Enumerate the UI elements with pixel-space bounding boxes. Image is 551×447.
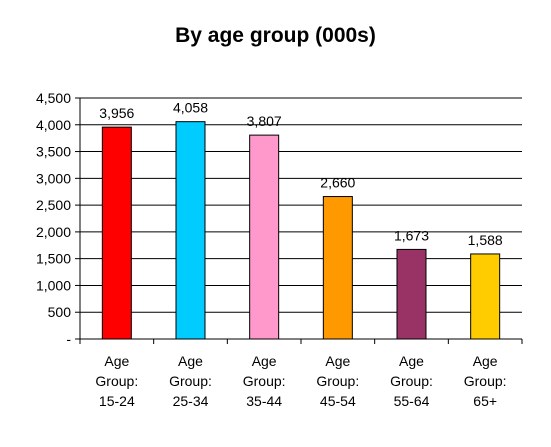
bar [322, 196, 353, 340]
x-tick-label-line: Group: [169, 373, 212, 389]
x-tick-label: Age Group: 45-54 [302, 351, 374, 411]
x-tick-label-line: Group: [242, 373, 286, 389]
data-labels: 3,956 4,058 3,807 2,660 1,673 1,588 [99, 100, 503, 248]
bar [101, 126, 132, 340]
x-tick-label: Age Group: 65+ [449, 351, 521, 411]
x-tick-label-line: 35-44 [246, 393, 283, 409]
x-tick-label-line: 15-24 [98, 393, 135, 409]
y-tick-label: 500 [48, 304, 72, 320]
x-tick-label-line: Group: [316, 373, 360, 389]
data-label: 1,673 [394, 227, 429, 243]
data-label: 2,660 [320, 175, 355, 191]
y-tick-label: 3,000 [36, 170, 71, 186]
bar [396, 248, 427, 340]
x-tick-label-line: 45-54 [319, 393, 356, 409]
y-tick-label: 1,000 [36, 277, 71, 293]
bar [470, 253, 501, 340]
data-label: 1,588 [468, 232, 503, 248]
y-tick-label: 4,500 [36, 90, 71, 106]
x-tick-label-line: Age [251, 353, 277, 369]
y-tick-label: 3,500 [36, 144, 71, 160]
x-tick-label-line: Age [178, 353, 203, 369]
y-tick-label: 1,500 [36, 251, 71, 267]
y-axis-ticks: - 500 1,000 1,500 2,000 2,500 3,000 3,500 4,000 4… [36, 90, 80, 347]
x-tick-label-line: 55-64 [393, 393, 430, 409]
x-tick-label-line: Age [399, 353, 424, 369]
x-tick-label-line: Age [325, 353, 351, 369]
data-label: 3,956 [99, 105, 134, 121]
x-tick-label-line: Group: [390, 373, 433, 389]
x-tick-label-line: Age [472, 353, 498, 369]
x-tick-label: Age Group: 35-44 [228, 351, 300, 411]
x-tick-label-line: Age [104, 353, 130, 369]
x-tick-label: Age Group: 15-24 [81, 351, 153, 411]
x-tick-label: Age Group: 25-34 [155, 351, 227, 411]
x-tick-label-line: Group: [463, 373, 507, 389]
y-tick-label: - [66, 331, 71, 347]
bars [101, 121, 501, 340]
x-tick-label-line: 65+ [473, 393, 498, 409]
y-tick-label: 2,500 [36, 197, 71, 213]
bar [175, 121, 206, 340]
data-label: 4,058 [173, 100, 208, 116]
y-tick-label: 2,000 [36, 224, 71, 240]
x-tick-label-line: Group: [95, 373, 139, 389]
y-tick-label: 4,000 [36, 117, 71, 133]
x-tick-label-line: 25-34 [172, 393, 209, 409]
axes [79, 98, 523, 344]
data-label: 3,807 [247, 113, 282, 129]
gridlines [80, 97, 522, 313]
x-tick-label: Age Group: 55-64 [376, 351, 448, 411]
bar [249, 134, 280, 340]
chart-title: By age group (000s) [175, 24, 376, 47]
